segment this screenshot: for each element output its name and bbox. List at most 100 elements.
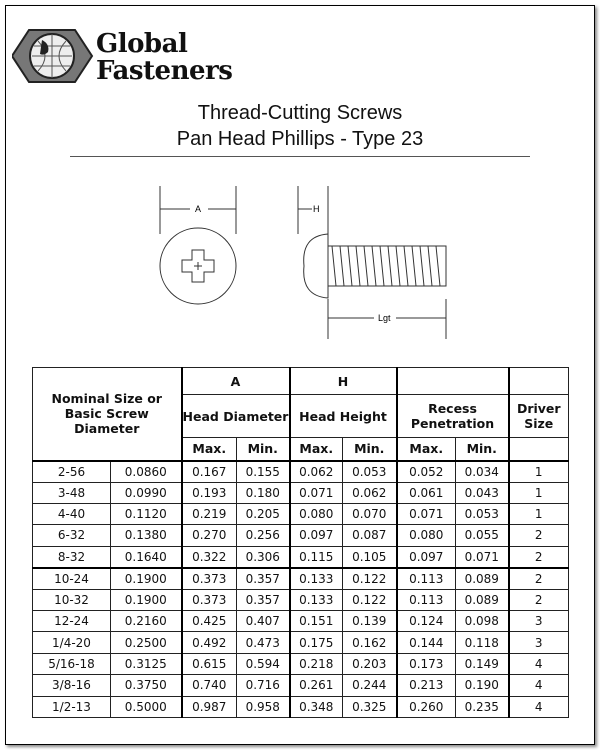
table-row: 4-40 0.1120 0.219 0.205 0.080 0.070 0.071 0.053… <box>32 502 569 526</box>
table-cell: 12-24 <box>32 610 111 633</box>
table-cell: 0.357 <box>236 567 290 590</box>
table-cell: 0.071 <box>455 545 509 569</box>
table-cell: 0.219 <box>180 502 237 526</box>
table-cell: 0.473 <box>236 631 290 654</box>
table-cell: 0.425 <box>180 610 237 633</box>
table-cell: 0.053 <box>455 502 509 526</box>
table-row: 6-32 0.1380 0.270 0.256 0.097 0.087 0.080 0.055… <box>32 524 569 547</box>
table-cell: 0.122 <box>342 567 397 590</box>
table-cell: 0.034 <box>455 460 509 483</box>
table-row: 8-32 0.1640 0.322 0.306 0.115 0.105 0.097 0.071… <box>32 545 569 569</box>
table-cell: 0.180 <box>236 481 290 504</box>
table-cell: 0.062 <box>288 460 343 483</box>
table-cell: 0.097 <box>288 524 343 547</box>
table-cell: 4-40 <box>32 502 111 526</box>
table-cell: 4 <box>507 695 569 719</box>
table-cell: 1 <box>507 481 569 504</box>
label-h: H <box>313 204 320 214</box>
table-row: 3/8-16 0.3750 0.740 0.716 0.261 0.244 0.213 0.1… <box>32 674 569 697</box>
table-cell: 0.080 <box>395 524 456 547</box>
table-cell: 3/8-16 <box>32 674 111 697</box>
table-cell: 0.0990 <box>110 481 182 504</box>
table-cell: 0.5000 <box>110 695 182 719</box>
table-cell: 0.260 <box>395 695 456 719</box>
table-cell: 0.105 <box>342 545 397 569</box>
table-cell: 0.089 <box>455 588 509 612</box>
table-cell: 0.155 <box>236 460 290 483</box>
table-cell: 0.357 <box>236 588 290 612</box>
table-cell: 0.322 <box>180 545 237 569</box>
table-cell: 10-24 <box>32 567 111 590</box>
table-cell: 0.175 <box>288 631 343 654</box>
dimensions-table: Nominal Size or Basic Screw Diameter A H… <box>32 367 569 719</box>
header-group-h: H <box>288 367 397 395</box>
table-cell: 0.149 <box>455 652 509 676</box>
table-cell: 3-48 <box>32 481 111 504</box>
table-row: 5/16-18 0.3125 0.615 0.594 0.218 0.203 0.173 0.… <box>32 652 569 676</box>
screw-diagram: A H Lgt <box>159 186 447 339</box>
header-r-min: Min. <box>455 437 509 461</box>
table-cell: 0.325 <box>342 695 397 719</box>
header-group-blank-2 <box>507 367 569 395</box>
header-recess: Recess Penetration <box>395 394 509 438</box>
brand-name: Global Fasteners <box>96 29 233 86</box>
table-cell: 6-32 <box>32 524 111 547</box>
table-cell: 0.053 <box>342 460 397 483</box>
header-h-min: Min. <box>342 437 397 461</box>
table-cell: 2 <box>507 524 569 547</box>
table-cell: 0.235 <box>455 695 509 719</box>
table-cell: 0.2160 <box>110 610 182 633</box>
table-cell: 0.492 <box>180 631 237 654</box>
table-cell: 0.716 <box>236 674 290 697</box>
table-cell: 1 <box>507 460 569 483</box>
table-row: 2-56 0.0860 0.167 0.155 0.062 0.053 0.052 0.034… <box>32 460 569 483</box>
table-row: 12-24 0.2160 0.425 0.407 0.151 0.139 0.124 0.09… <box>32 610 569 633</box>
table-cell: 0.218 <box>288 652 343 676</box>
table-cell: 0.373 <box>180 567 237 590</box>
table-cell: 0.958 <box>236 695 290 719</box>
table-cell: 0.089 <box>455 567 509 590</box>
table-cell: 0.080 <box>288 502 343 526</box>
table-cell: 0.205 <box>236 502 290 526</box>
table-cell: 2 <box>507 567 569 590</box>
table-cell: 0.348 <box>288 695 343 719</box>
table-cell: 0.190 <box>455 674 509 697</box>
brand-line2: Fasteners <box>96 56 233 86</box>
globe-hex-logo-icon <box>12 29 94 83</box>
label-a: A <box>195 204 201 214</box>
table-cell: 0.133 <box>288 588 343 612</box>
table-cell: 0.615 <box>180 652 237 676</box>
table-cell: 0.133 <box>288 567 343 590</box>
table-cell: 0.052 <box>395 460 456 483</box>
header-group-blank <box>395 367 509 395</box>
table-cell: 0.087 <box>342 524 397 547</box>
header-group-a: A <box>180 367 290 395</box>
table-cell: 0.2500 <box>110 631 182 654</box>
table-row: 3-48 0.0990 0.193 0.180 0.071 0.062 0.061 0.043… <box>32 481 569 504</box>
table-cell: 10-32 <box>32 588 111 612</box>
table-cell: 0.144 <box>395 631 456 654</box>
page: Global Fasteners Thread-Cutting Screws P… <box>5 5 595 745</box>
table-cell: 0.987 <box>180 695 237 719</box>
table-cell: 0.1640 <box>110 545 182 569</box>
table-cell: 2 <box>507 588 569 612</box>
table-cell: 0.1380 <box>110 524 182 547</box>
table-cell: 0.167 <box>180 460 237 483</box>
header-h-max: Max. <box>288 437 343 461</box>
table-cell: 3 <box>507 631 569 654</box>
table-cell: 0.055 <box>455 524 509 547</box>
table-cell: 2-56 <box>32 460 111 483</box>
header-a-min: Min. <box>236 437 290 461</box>
table-cell: 0.139 <box>342 610 397 633</box>
table-cell: 0.594 <box>236 652 290 676</box>
table-cell: 0.1120 <box>110 502 182 526</box>
title-line2: Pan Head Phillips - Type 23 <box>176 128 424 150</box>
table-cell: 0.270 <box>180 524 237 547</box>
table-cell: 0.113 <box>395 588 456 612</box>
header-driver: Driver Size <box>507 394 569 438</box>
header-r-max: Max. <box>395 437 456 461</box>
brand-line1: Global <box>96 29 188 59</box>
table-cell: 1 <box>507 502 569 526</box>
table-cell: 0.062 <box>342 481 397 504</box>
header-head-diameter: Head Diameter <box>180 394 290 438</box>
